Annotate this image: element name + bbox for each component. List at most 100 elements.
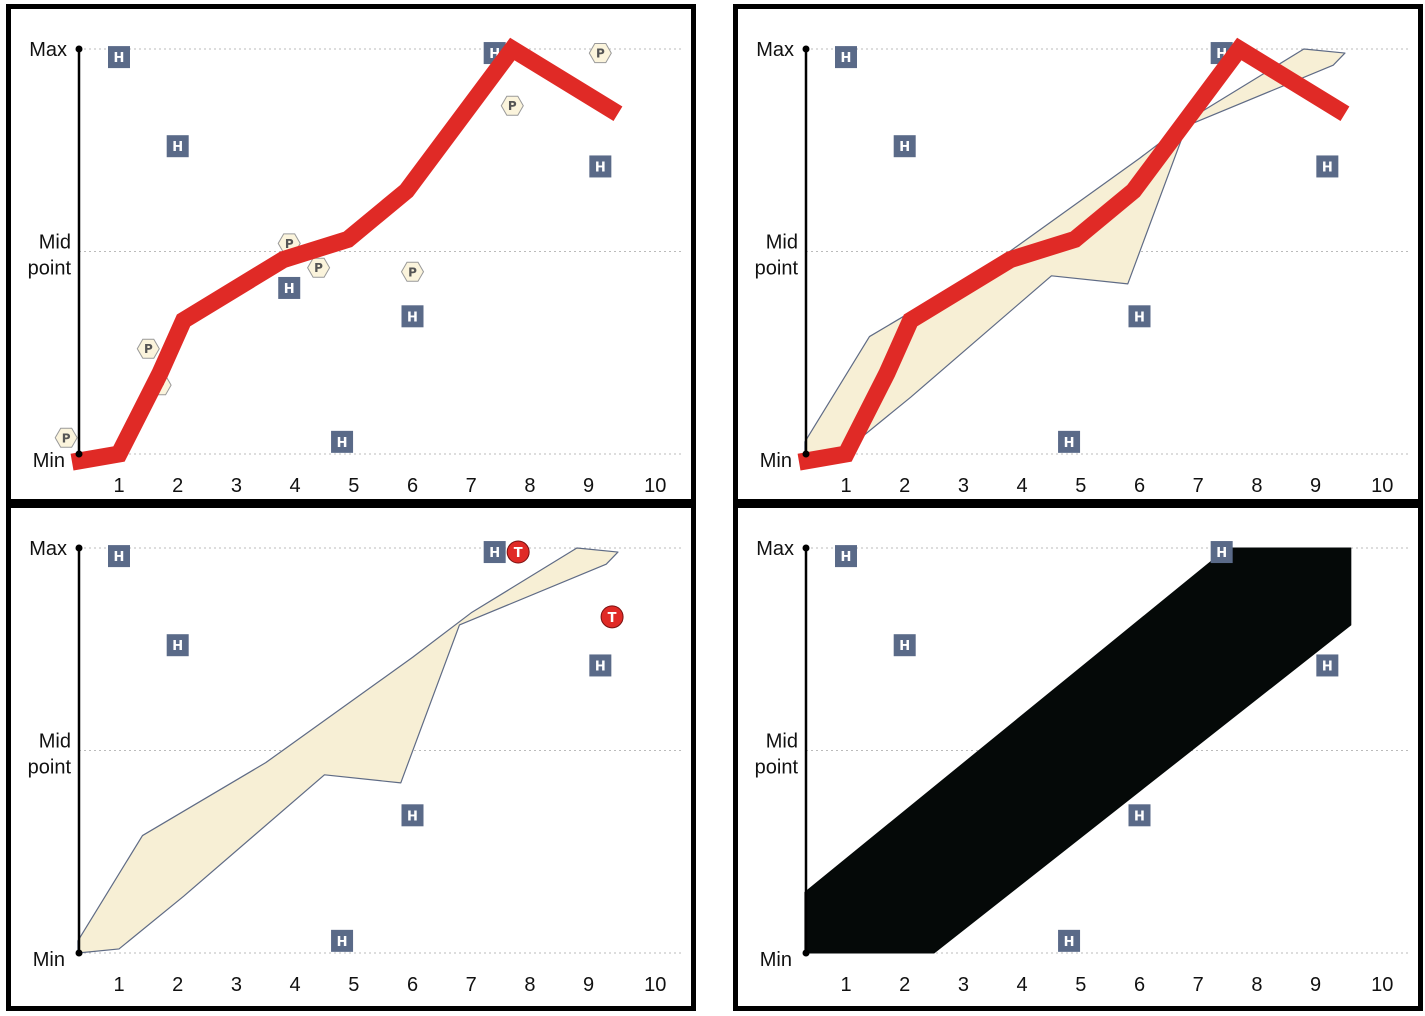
h-marker-label: H bbox=[337, 436, 348, 451]
h-marker-label: H bbox=[172, 140, 183, 155]
h-marker-box bbox=[166, 135, 189, 158]
p-marker: P bbox=[136, 338, 160, 359]
trend-line bbox=[797, 37, 1350, 471]
h-marker: H bbox=[893, 135, 916, 158]
h-marker: H bbox=[1316, 654, 1339, 677]
y-tick-label-min: Min bbox=[760, 450, 792, 472]
y-axis-max-dot bbox=[75, 544, 83, 552]
x-tick-label: 1 bbox=[840, 974, 851, 996]
p-marker: P bbox=[54, 427, 78, 448]
y-axis-min-dot bbox=[802, 949, 810, 957]
x-tick-label: 7 bbox=[466, 475, 477, 497]
p-marker-label: P bbox=[285, 237, 294, 251]
p-marker-label: P bbox=[314, 261, 323, 275]
x-tick-label: 6 bbox=[407, 475, 418, 497]
y-tick-label-mid-2: point bbox=[28, 757, 72, 779]
h-marker-box bbox=[331, 929, 354, 952]
h-marker: H bbox=[1128, 804, 1151, 827]
x-tick-label: 4 bbox=[1017, 974, 1028, 996]
x-tick-label: 1 bbox=[113, 974, 124, 996]
y-tick-label-min: Min bbox=[760, 949, 792, 971]
t-marker-circle bbox=[600, 605, 624, 629]
range-band-area bbox=[804, 48, 1346, 455]
h-marker: H bbox=[835, 46, 857, 69]
h-marker-label: H bbox=[337, 935, 348, 950]
p-marker: P bbox=[400, 261, 425, 282]
h-marker: H bbox=[108, 545, 130, 568]
x-tick-label: 4 bbox=[290, 475, 301, 497]
h-marker-label: H bbox=[595, 659, 606, 674]
h-marker: H bbox=[1058, 430, 1081, 453]
p-marker-hexagon bbox=[307, 257, 331, 278]
h-marker-label: H bbox=[1064, 935, 1075, 950]
x-tick-label: 9 bbox=[1310, 475, 1321, 497]
y-tick-label-mid: Mid bbox=[39, 232, 71, 254]
y-tick-label-mid-2: point bbox=[28, 258, 72, 280]
x-tick-label: 6 bbox=[1134, 974, 1145, 996]
y-tick-label-max: Max bbox=[29, 538, 67, 560]
h-marker-label: H bbox=[1216, 546, 1227, 561]
x-tick-label: 9 bbox=[583, 974, 594, 996]
t-marker-label: T bbox=[514, 546, 523, 561]
y-axis-max-dot bbox=[802, 544, 810, 552]
y-tick-label-min: Min bbox=[33, 949, 65, 971]
x-tick-label: 1 bbox=[113, 475, 124, 497]
range-band-area bbox=[77, 547, 619, 954]
p-marker-label: P bbox=[144, 342, 153, 356]
t-marker: T bbox=[600, 605, 624, 629]
chart-panel-bottom-left: H H H H H H T T Max Mid point Min 1 2 3 4 5 6 7 8 9 10 bbox=[6, 503, 696, 1011]
p-marker-hexagon bbox=[400, 261, 425, 282]
y-axis-min-dot bbox=[802, 450, 810, 458]
h-marker: H bbox=[108, 46, 130, 69]
h-marker-box bbox=[893, 135, 916, 158]
h-marker: H bbox=[166, 634, 189, 657]
y-tick-label-mid: Mid bbox=[766, 731, 798, 753]
h-marker-label: H bbox=[284, 282, 295, 297]
h-marker-label: H bbox=[1322, 659, 1333, 674]
x-tick-label: 8 bbox=[1251, 974, 1262, 996]
chart-panel-top-right: H H H H H H Max Mid point Min 1 2 3 4 5 6 7 8 9 10 bbox=[733, 4, 1423, 504]
h-marker-label: H bbox=[899, 639, 910, 654]
h-marker-label: H bbox=[407, 809, 418, 824]
h-marker-box bbox=[835, 545, 857, 568]
h-marker: H bbox=[166, 135, 189, 158]
h-marker-label: H bbox=[172, 639, 183, 654]
trend-line bbox=[70, 37, 623, 471]
h-marker: H bbox=[1128, 305, 1151, 328]
x-tick-label: 9 bbox=[583, 475, 594, 497]
h-marker: H bbox=[1210, 541, 1233, 564]
p-marker: P bbox=[307, 257, 331, 278]
h-marker-label: H bbox=[114, 51, 125, 66]
h-marker-box bbox=[278, 276, 301, 299]
x-tick-label: 2 bbox=[899, 475, 910, 497]
y-tick-label-mid: Mid bbox=[766, 232, 798, 254]
x-tick-label: 2 bbox=[172, 475, 183, 497]
h-marker-box bbox=[401, 804, 424, 827]
h-marker-box bbox=[1128, 305, 1151, 328]
y-axis-max-dot bbox=[75, 45, 83, 53]
x-tick-label: 3 bbox=[231, 475, 242, 497]
h-marker: H bbox=[589, 155, 612, 178]
t-marker: T bbox=[506, 540, 530, 564]
x-tick-label: 10 bbox=[644, 475, 666, 497]
h-marker: H bbox=[893, 634, 916, 657]
h-marker-box bbox=[1128, 804, 1151, 827]
x-tick-label: 5 bbox=[348, 475, 359, 497]
h-marker: H bbox=[835, 545, 857, 568]
y-axis-max-dot bbox=[802, 45, 810, 53]
chart-svg-bottom-right: H H H H H H Max Mid point Min 1 2 3 4 5 6 7 8 9 10 bbox=[755, 538, 1410, 996]
y-tick-label-max: Max bbox=[29, 39, 67, 61]
h-marker-label: H bbox=[114, 550, 125, 565]
p-marker-hexagon bbox=[54, 427, 78, 448]
h-marker: H bbox=[483, 541, 506, 564]
t-marker-circle bbox=[506, 540, 530, 564]
x-tick-label: 7 bbox=[1193, 475, 1204, 497]
p-marker-hexagon bbox=[500, 95, 524, 116]
y-axis-min-dot bbox=[75, 949, 83, 957]
h-marker-box bbox=[1058, 430, 1081, 453]
h-marker-box bbox=[331, 430, 354, 453]
y-tick-label-max: Max bbox=[756, 39, 794, 61]
y-tick-label-mid: Mid bbox=[39, 731, 71, 753]
x-tick-label: 1 bbox=[840, 475, 851, 497]
